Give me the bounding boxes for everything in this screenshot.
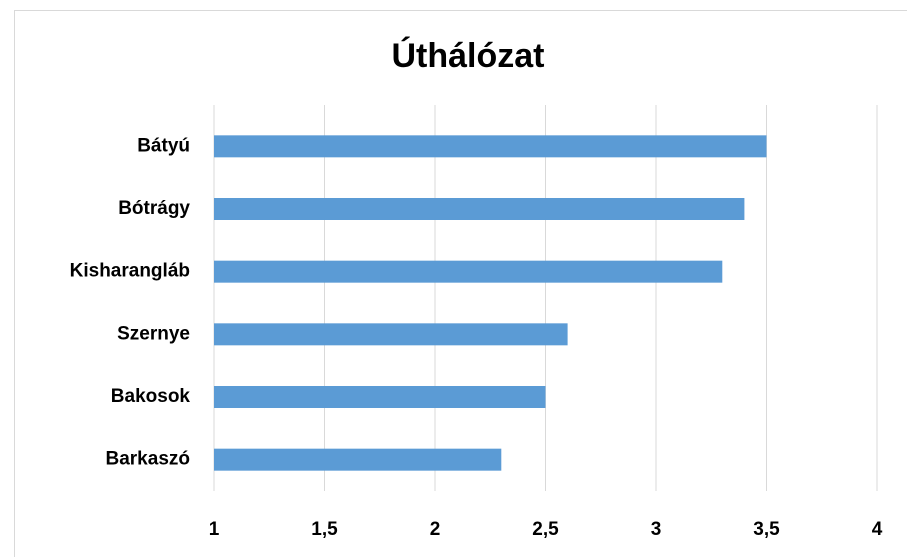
- bar: [214, 135, 767, 158]
- y-tick-label: Barkaszó: [106, 449, 191, 470]
- y-tick-label: Bátyú: [137, 135, 190, 156]
- x-tick-label: 3: [651, 519, 662, 540]
- chart-title: Úthálózat: [392, 37, 545, 75]
- y-tick-label: Kisharangláb: [70, 261, 190, 282]
- x-tick-label: 3,5: [753, 519, 780, 540]
- y-tick-label: Szernye: [117, 323, 190, 344]
- x-tick-label: 1: [209, 519, 220, 540]
- y-tick-label: Bótrágy: [118, 198, 190, 219]
- x-tick-label: 2,5: [532, 519, 559, 540]
- bar: [214, 386, 546, 408]
- bar: [214, 448, 502, 471]
- x-tick-label: 1,5: [311, 519, 338, 540]
- y-tick-label: Bakosok: [111, 386, 191, 407]
- chart-border: [14, 10, 907, 557]
- bar: [214, 198, 745, 220]
- bar: [214, 260, 723, 283]
- x-tick-label: 2: [430, 519, 441, 540]
- bar: [214, 323, 568, 346]
- x-tick-label: 4: [872, 519, 883, 540]
